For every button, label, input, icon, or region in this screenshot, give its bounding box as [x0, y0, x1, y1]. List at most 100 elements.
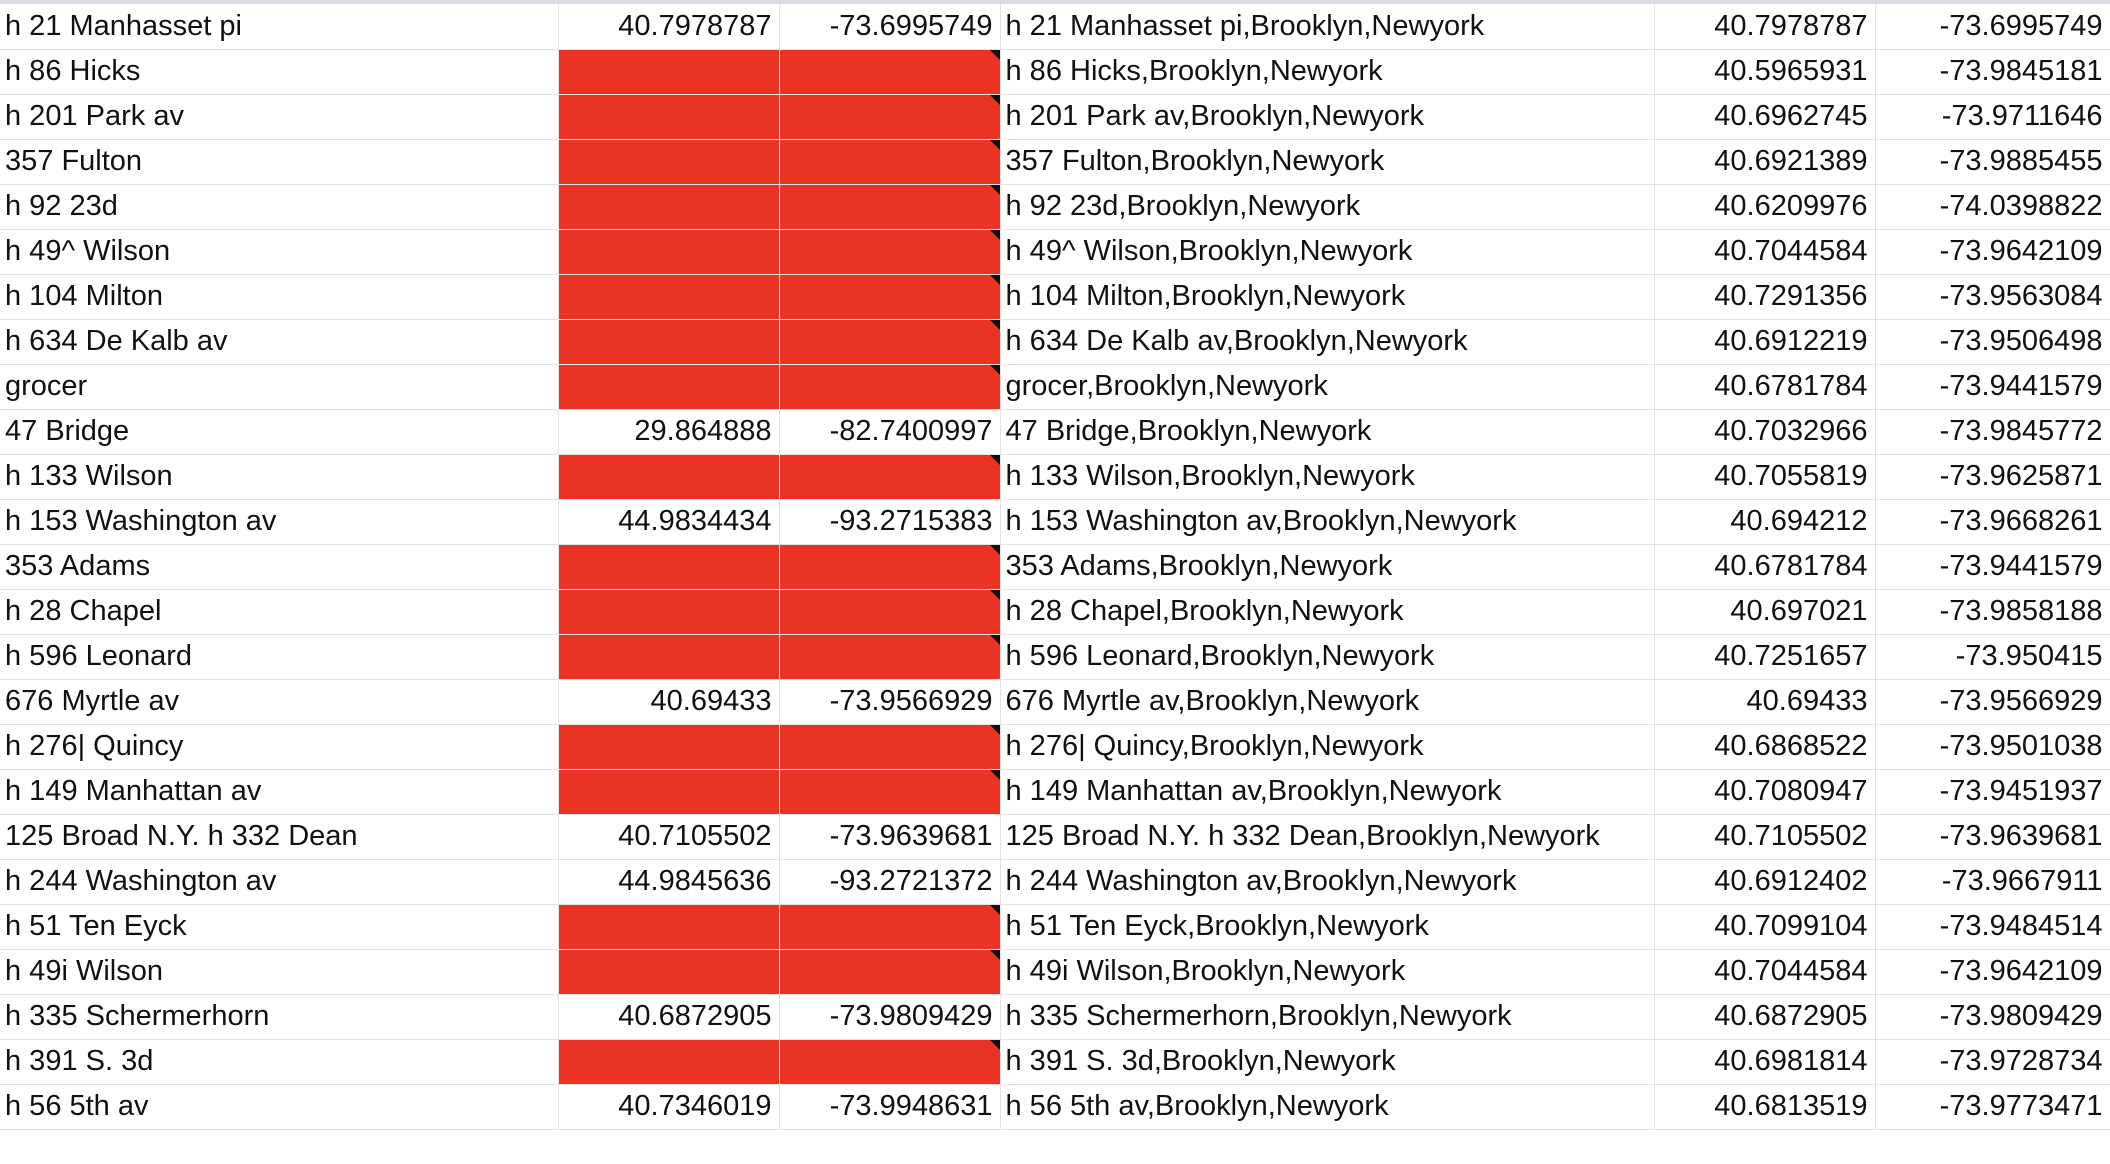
full-address-cell[interactable]: h 28 Chapel,Brooklyn,Newyork — [1000, 589, 1655, 635]
address-cell[interactable]: 357 Fulton — [0, 139, 559, 185]
longitude-cell[interactable]: -73.9809429 — [779, 994, 1001, 1040]
latitude-cell[interactable] — [558, 634, 780, 680]
geocoded-latitude-cell[interactable]: 40.6813519 — [1654, 1084, 1876, 1130]
longitude-cell[interactable]: -73.9639681 — [779, 814, 1001, 860]
geocoded-latitude-cell[interactable]: 40.694212 — [1654, 499, 1876, 545]
longitude-cell[interactable] — [779, 184, 1001, 230]
latitude-cell[interactable]: 44.9845636 — [558, 859, 780, 905]
longitude-cell[interactable] — [779, 49, 1001, 95]
full-address-cell[interactable]: h 153 Washington av,Brooklyn,Newyork — [1000, 499, 1655, 545]
address-cell[interactable]: h 86 Hicks — [0, 49, 559, 95]
full-address-cell[interactable]: 353 Adams,Brooklyn,Newyork — [1000, 544, 1655, 590]
geocoded-longitude-cell[interactable]: -73.9845772 — [1875, 409, 2110, 455]
cell-note-indicator-icon[interactable] — [989, 184, 999, 195]
address-cell[interactable]: h 104 Milton — [0, 274, 559, 320]
address-cell[interactable]: h 153 Washington av — [0, 499, 559, 545]
geocoded-longitude-cell[interactable]: -73.9642109 — [1875, 949, 2110, 995]
full-address-cell[interactable]: 676 Myrtle av,Brooklyn,Newyork — [1000, 679, 1655, 725]
geocoded-latitude-cell[interactable]: 40.6781784 — [1654, 544, 1876, 590]
cell-note-indicator-icon[interactable] — [989, 544, 999, 555]
cell-note-indicator-icon[interactable] — [989, 364, 999, 375]
latitude-cell[interactable]: 40.7105502 — [558, 814, 780, 860]
full-address-cell[interactable]: h 596 Leonard,Brooklyn,Newyork — [1000, 634, 1655, 680]
address-cell[interactable]: h 28 Chapel — [0, 589, 559, 635]
geocoded-latitude-cell[interactable]: 40.6962745 — [1654, 94, 1876, 140]
address-cell[interactable]: 676 Myrtle av — [0, 679, 559, 725]
latitude-cell[interactable] — [558, 139, 780, 185]
cell-note-indicator-icon[interactable] — [989, 94, 999, 105]
latitude-cell[interactable] — [558, 1039, 780, 1085]
longitude-cell[interactable] — [779, 589, 1001, 635]
full-address-cell[interactable]: h 276| Quincy,Brooklyn,Newyork — [1000, 724, 1655, 770]
full-address-cell[interactable]: h 49^ Wilson,Brooklyn,Newyork — [1000, 229, 1655, 275]
geocoded-longitude-cell[interactable]: -73.9451937 — [1875, 769, 2110, 815]
longitude-cell[interactable] — [779, 319, 1001, 365]
cell-note-indicator-icon[interactable] — [989, 319, 999, 330]
geocoded-longitude-cell[interactable]: -73.9667911 — [1875, 859, 2110, 905]
geocoded-latitude-cell[interactable]: 40.7099104 — [1654, 904, 1876, 950]
longitude-cell[interactable] — [779, 139, 1001, 185]
geocoded-latitude-cell[interactable]: 40.7055819 — [1654, 454, 1876, 500]
address-cell[interactable]: h 391 S. 3d — [0, 1039, 559, 1085]
latitude-cell[interactable] — [558, 454, 780, 500]
geocoded-longitude-cell[interactable]: -73.9441579 — [1875, 544, 2110, 590]
geocoded-longitude-cell[interactable]: -73.9845181 — [1875, 49, 2110, 95]
geocoded-latitude-cell[interactable]: 40.6872905 — [1654, 994, 1876, 1040]
latitude-cell[interactable]: 44.9834434 — [558, 499, 780, 545]
cell-note-indicator-icon[interactable] — [989, 454, 999, 465]
geocoded-longitude-cell[interactable]: -73.950415 — [1875, 634, 2110, 680]
cell-note-indicator-icon[interactable] — [989, 1039, 999, 1050]
cell-note-indicator-icon[interactable] — [989, 229, 999, 240]
longitude-cell[interactable]: -93.2715383 — [779, 499, 1001, 545]
geocoded-latitude-cell[interactable]: 40.697021 — [1654, 589, 1876, 635]
full-address-cell[interactable]: h 104 Milton,Brooklyn,Newyork — [1000, 274, 1655, 320]
geocoded-latitude-cell[interactable]: 40.69433 — [1654, 679, 1876, 725]
address-cell[interactable]: h 335 Schermerhorn — [0, 994, 559, 1040]
longitude-cell[interactable] — [779, 364, 1001, 410]
address-cell[interactable]: h 21 Manhasset pi — [0, 4, 559, 50]
geocoded-latitude-cell[interactable]: 40.6868522 — [1654, 724, 1876, 770]
cell-note-indicator-icon[interactable] — [989, 139, 999, 150]
address-cell[interactable]: grocer — [0, 364, 559, 410]
geocoded-longitude-cell[interactable]: -74.0398822 — [1875, 184, 2110, 230]
full-address-cell[interactable]: h 634 De Kalb av,Brooklyn,Newyork — [1000, 319, 1655, 365]
longitude-cell[interactable]: -93.2721372 — [779, 859, 1001, 905]
full-address-cell[interactable]: h 56 5th av,Brooklyn,Newyork — [1000, 1084, 1655, 1130]
full-address-cell[interactable]: h 391 S. 3d,Brooklyn,Newyork — [1000, 1039, 1655, 1085]
address-cell[interactable]: 47 Bridge — [0, 409, 559, 455]
full-address-cell[interactable]: h 49i Wilson,Brooklyn,Newyork — [1000, 949, 1655, 995]
full-address-cell[interactable]: h 51 Ten Eyck,Brooklyn,Newyork — [1000, 904, 1655, 950]
cell-note-indicator-icon[interactable] — [989, 589, 999, 600]
address-cell[interactable]: h 49i Wilson — [0, 949, 559, 995]
full-address-cell[interactable]: h 244 Washington av,Brooklyn,Newyork — [1000, 859, 1655, 905]
geocoded-latitude-cell[interactable]: 40.6981814 — [1654, 1039, 1876, 1085]
geocoded-longitude-cell[interactable]: -73.9773471 — [1875, 1084, 2110, 1130]
geocoded-longitude-cell[interactable]: -73.9625871 — [1875, 454, 2110, 500]
geocoded-longitude-cell[interactable]: -73.9642109 — [1875, 229, 2110, 275]
longitude-cell[interactable] — [779, 274, 1001, 320]
latitude-cell[interactable] — [558, 364, 780, 410]
cell-note-indicator-icon[interactable] — [989, 769, 999, 780]
full-address-cell[interactable]: h 335 Schermerhorn,Brooklyn,Newyork — [1000, 994, 1655, 1040]
cell-note-indicator-icon[interactable] — [989, 949, 999, 960]
address-cell[interactable]: 353 Adams — [0, 544, 559, 590]
latitude-cell[interactable]: 40.7346019 — [558, 1084, 780, 1130]
latitude-cell[interactable] — [558, 544, 780, 590]
full-address-cell[interactable]: h 201 Park av,Brooklyn,Newyork — [1000, 94, 1655, 140]
longitude-cell[interactable]: -82.7400997 — [779, 409, 1001, 455]
latitude-cell[interactable] — [558, 769, 780, 815]
address-cell[interactable]: h 149 Manhattan av — [0, 769, 559, 815]
longitude-cell[interactable] — [779, 1039, 1001, 1085]
address-cell[interactable]: h 596 Leonard — [0, 634, 559, 680]
address-cell[interactable]: h 49^ Wilson — [0, 229, 559, 275]
longitude-cell[interactable]: -73.6995749 — [779, 4, 1001, 50]
geocoded-longitude-cell[interactable]: -73.9858188 — [1875, 589, 2110, 635]
longitude-cell[interactable] — [779, 634, 1001, 680]
geocoded-longitude-cell[interactable]: -73.9885455 — [1875, 139, 2110, 185]
full-address-cell[interactable]: h 92 23d,Brooklyn,Newyork — [1000, 184, 1655, 230]
latitude-cell[interactable] — [558, 229, 780, 275]
geocoded-longitude-cell[interactable]: -73.9566929 — [1875, 679, 2110, 725]
geocoded-longitude-cell[interactable]: -73.9501038 — [1875, 724, 2110, 770]
longitude-cell[interactable] — [779, 544, 1001, 590]
geocoded-latitude-cell[interactable]: 40.7978787 — [1654, 4, 1876, 50]
